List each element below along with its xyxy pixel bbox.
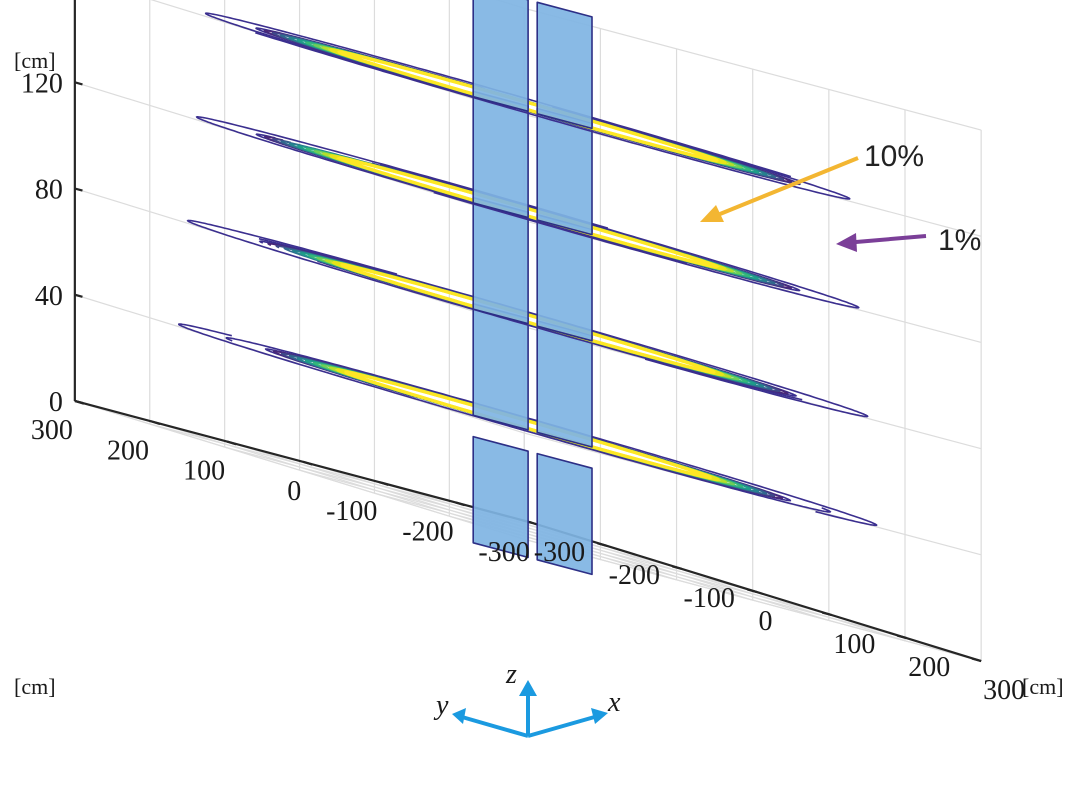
z-tick-label: 80	[35, 175, 63, 206]
y-tick-mark	[74, 399, 85, 405]
y-tick-label: -300	[478, 537, 529, 568]
contour-tail	[255, 31, 851, 200]
coil-plate-a-160	[472, 0, 529, 113]
x-axis-name: x	[607, 687, 621, 718]
coil-plate-b-160	[536, 1, 593, 130]
x-tick-mark	[747, 588, 757, 593]
x-tick-label: -100	[684, 583, 735, 614]
grid-side-z	[524, 7, 982, 131]
annotation-1-percent-label: 1%	[938, 224, 981, 257]
y-tick-label: -100	[326, 496, 377, 527]
z-tick-label: 40	[35, 281, 63, 312]
y-axis-name: y	[433, 690, 449, 721]
x-tick-label: 0	[758, 606, 772, 637]
contour-tail	[225, 336, 878, 527]
z-tick-label: 120	[21, 68, 63, 99]
grid-floor-y	[379, 481, 830, 622]
y-tick-mark	[455, 501, 465, 507]
grid-floor-y	[226, 440, 677, 581]
y-axis-unit: [cm]	[14, 674, 56, 699]
grid-back-z	[74, 400, 525, 540]
contour-tail	[186, 219, 803, 401]
y-tick-mark	[302, 460, 313, 466]
y-tick-mark	[226, 440, 237, 446]
x-tick-label: 200	[908, 652, 950, 683]
z-tick-mark	[74, 187, 83, 192]
coil-plate-a-low	[472, 435, 529, 559]
y-tick-label: 200	[107, 435, 149, 466]
y-tick-label: -200	[402, 516, 453, 547]
z-tick-mark	[74, 81, 83, 86]
coordinate-triad: z x y	[433, 659, 621, 738]
x-tick-mark	[597, 542, 607, 547]
grid-side-z	[524, 538, 982, 662]
annotation-10-percent-label: 10%	[864, 140, 924, 173]
annotation-1-percent: 1%	[836, 224, 981, 257]
contour-layers	[178, 0, 878, 576]
x-tick-mark	[821, 611, 832, 617]
x-tick-label: -300	[534, 537, 585, 568]
z-axis-name: z	[505, 659, 517, 690]
x-tick-label: 100	[833, 629, 875, 660]
x-tick-mark	[672, 565, 682, 570]
z-tick-mark	[74, 293, 83, 298]
y-tick-mark	[379, 481, 389, 486]
grid-floor-y	[455, 501, 906, 642]
x-tick-label: -200	[609, 560, 660, 591]
coil-plate-b-low	[536, 452, 593, 576]
annotation-10-percent: 10%	[700, 140, 924, 222]
contour-tail	[178, 323, 832, 513]
x-tick-mark	[971, 657, 982, 663]
x-axis-unit: [cm]	[1022, 674, 1064, 699]
y-tick-label: 100	[183, 456, 225, 487]
y-tick-mark	[150, 420, 161, 426]
y-tick-label: 300	[31, 415, 73, 446]
x-tick-label: 300	[983, 675, 1025, 706]
z-axis-unit: [cm]	[14, 48, 56, 73]
tick-labels: 04080120160200-300-200-1000100200300-300…	[21, 68, 1025, 706]
axis-frame	[73, 0, 982, 663]
y-tick-label: 0	[287, 476, 301, 507]
contour-tail	[258, 237, 869, 418]
x-tick-mark	[896, 634, 907, 640]
z-tick-label: 0	[49, 387, 63, 418]
